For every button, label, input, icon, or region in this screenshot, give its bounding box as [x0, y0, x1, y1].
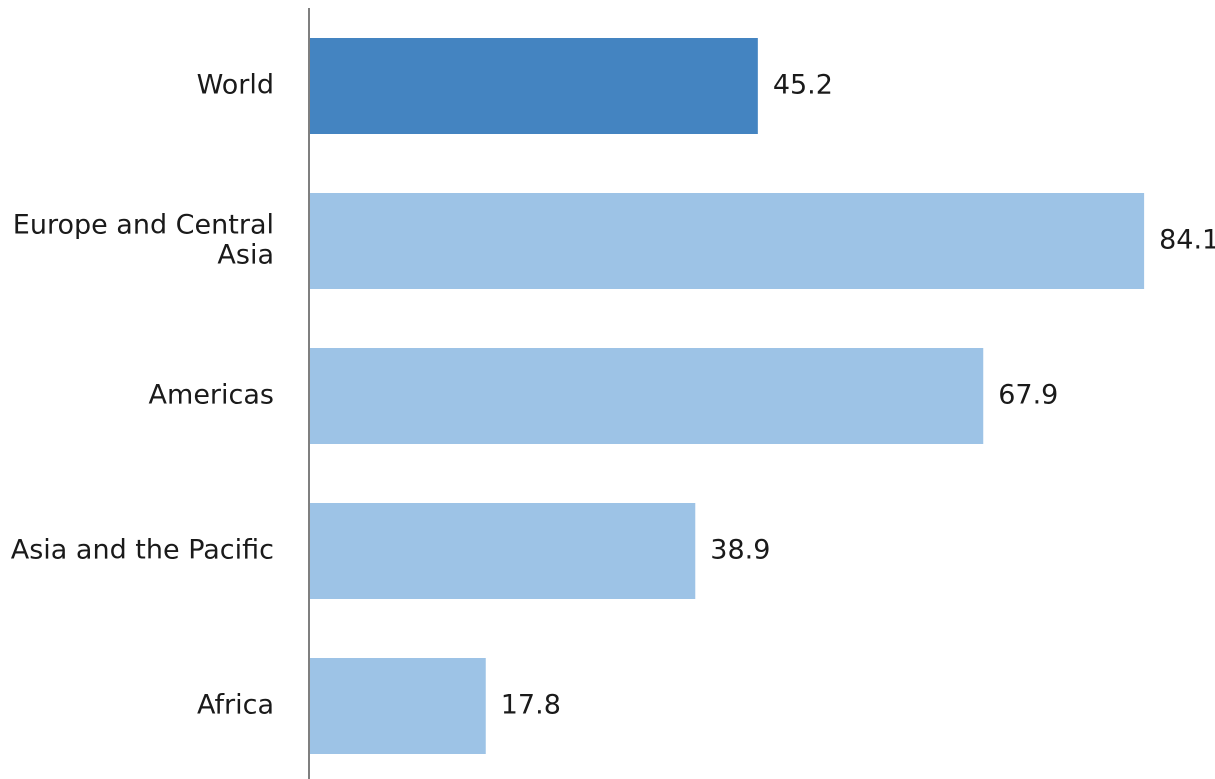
bar-africa	[309, 658, 486, 754]
value-label-europe-and-central-asia: 84.1	[1159, 225, 1215, 256]
bar-world	[309, 38, 758, 134]
value-label-asia-and-the-pacific: 38.9	[710, 535, 770, 566]
bar-asia-and-the-pacific	[309, 503, 696, 599]
bar-americas	[309, 348, 984, 444]
category-label-europe-and-central-asia: Europe and Central Asia	[13, 210, 274, 271]
category-label-americas: Americas	[149, 380, 274, 411]
category-label-africa: Africa	[197, 690, 274, 721]
value-label-world: 45.2	[773, 70, 833, 101]
category-labels-group: World Europe and Central Asia Americas Asia …	[11, 70, 274, 721]
category-label-world: World	[197, 70, 274, 101]
value-labels-group: 45.2 84.1 67.9 38.9 17.8	[501, 70, 1215, 721]
bar-europe-and-central-asia	[309, 193, 1145, 289]
value-label-africa: 17.8	[501, 690, 561, 721]
category-label-asia-and-the-pacific: Asia and the Pacific	[11, 535, 274, 566]
value-label-americas: 67.9	[998, 380, 1058, 411]
bars-group	[309, 38, 1145, 754]
